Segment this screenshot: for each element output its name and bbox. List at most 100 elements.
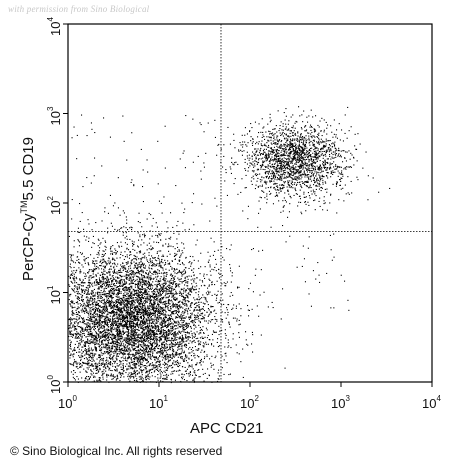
data-point bbox=[180, 320, 182, 322]
data-point bbox=[143, 339, 145, 341]
data-point bbox=[191, 302, 193, 304]
data-point bbox=[104, 281, 106, 283]
data-point bbox=[117, 337, 119, 339]
data-point bbox=[191, 269, 193, 271]
data-point bbox=[114, 318, 116, 320]
data-point bbox=[137, 269, 139, 271]
data-point bbox=[175, 312, 177, 314]
data-point bbox=[146, 301, 148, 303]
data-point bbox=[120, 291, 122, 293]
data-point bbox=[81, 337, 83, 339]
data-point bbox=[174, 345, 176, 347]
data-point bbox=[128, 315, 130, 317]
data-point bbox=[185, 354, 187, 356]
data-point bbox=[110, 306, 112, 308]
data-point bbox=[103, 273, 105, 275]
data-point bbox=[103, 277, 105, 279]
data-point bbox=[105, 343, 107, 345]
data-point bbox=[119, 353, 121, 355]
data-point bbox=[180, 332, 182, 334]
data-point bbox=[90, 313, 92, 315]
data-point bbox=[114, 306, 116, 308]
data-point bbox=[152, 264, 154, 266]
data-point bbox=[127, 326, 129, 328]
data-point bbox=[149, 258, 151, 260]
data-point bbox=[139, 279, 141, 281]
data-point bbox=[70, 305, 72, 307]
data-point bbox=[156, 286, 158, 288]
data-point bbox=[126, 353, 128, 355]
data-point bbox=[149, 270, 151, 272]
data-point bbox=[90, 315, 92, 317]
data-point bbox=[115, 289, 117, 291]
data-point bbox=[117, 290, 119, 292]
data-point bbox=[183, 298, 185, 300]
data-point bbox=[191, 337, 193, 339]
data-point bbox=[204, 320, 206, 322]
data-point bbox=[132, 279, 134, 281]
data-point bbox=[183, 341, 185, 343]
data-point bbox=[179, 306, 181, 308]
data-point bbox=[170, 236, 172, 238]
data-point bbox=[160, 290, 162, 292]
data-point bbox=[157, 269, 159, 271]
data-point bbox=[133, 348, 135, 350]
data-point bbox=[130, 292, 132, 294]
data-point bbox=[110, 369, 112, 371]
data-point bbox=[147, 284, 149, 286]
data-point bbox=[81, 252, 83, 254]
data-point bbox=[165, 304, 167, 306]
data-point bbox=[185, 360, 187, 362]
data-point bbox=[188, 288, 190, 290]
data-point bbox=[111, 335, 113, 337]
data-point bbox=[88, 356, 90, 358]
data-point bbox=[149, 283, 151, 285]
data-point bbox=[247, 309, 249, 311]
data-point bbox=[163, 320, 165, 322]
data-point bbox=[173, 310, 175, 312]
data-point bbox=[168, 323, 170, 325]
data-point bbox=[166, 373, 168, 375]
data-point bbox=[141, 308, 143, 310]
data-point bbox=[145, 327, 147, 329]
data-point bbox=[73, 365, 75, 367]
data-point bbox=[121, 338, 123, 340]
data-point bbox=[124, 353, 126, 355]
data-point bbox=[106, 351, 108, 353]
data-point bbox=[73, 285, 75, 287]
data-point bbox=[97, 308, 99, 310]
data-point bbox=[238, 303, 240, 305]
data-point bbox=[124, 291, 126, 293]
data-point bbox=[162, 285, 164, 287]
data-point bbox=[165, 320, 167, 322]
data-point bbox=[143, 264, 145, 266]
data-point bbox=[146, 259, 148, 261]
data-point bbox=[205, 300, 207, 302]
data-point bbox=[155, 271, 157, 273]
data-point bbox=[135, 294, 137, 296]
data-point bbox=[165, 350, 167, 352]
data-point bbox=[100, 261, 102, 263]
data-point bbox=[101, 283, 103, 285]
data-point bbox=[90, 370, 92, 372]
data-point bbox=[188, 323, 190, 325]
data-point bbox=[116, 375, 118, 377]
data-point bbox=[119, 328, 121, 330]
data-point bbox=[94, 342, 96, 344]
data-point bbox=[106, 295, 108, 297]
data-point bbox=[127, 348, 129, 350]
data-point bbox=[128, 303, 130, 305]
data-point bbox=[102, 311, 104, 313]
data-point bbox=[136, 378, 138, 380]
data-point bbox=[201, 318, 203, 320]
data-point bbox=[169, 356, 171, 358]
data-point bbox=[162, 325, 164, 327]
data-point bbox=[115, 280, 117, 282]
data-point bbox=[93, 375, 95, 377]
data-point bbox=[114, 362, 116, 364]
data-point bbox=[145, 349, 147, 351]
data-point bbox=[183, 350, 185, 352]
data-point bbox=[83, 362, 85, 364]
data-point bbox=[113, 272, 115, 274]
data-point bbox=[84, 291, 86, 293]
